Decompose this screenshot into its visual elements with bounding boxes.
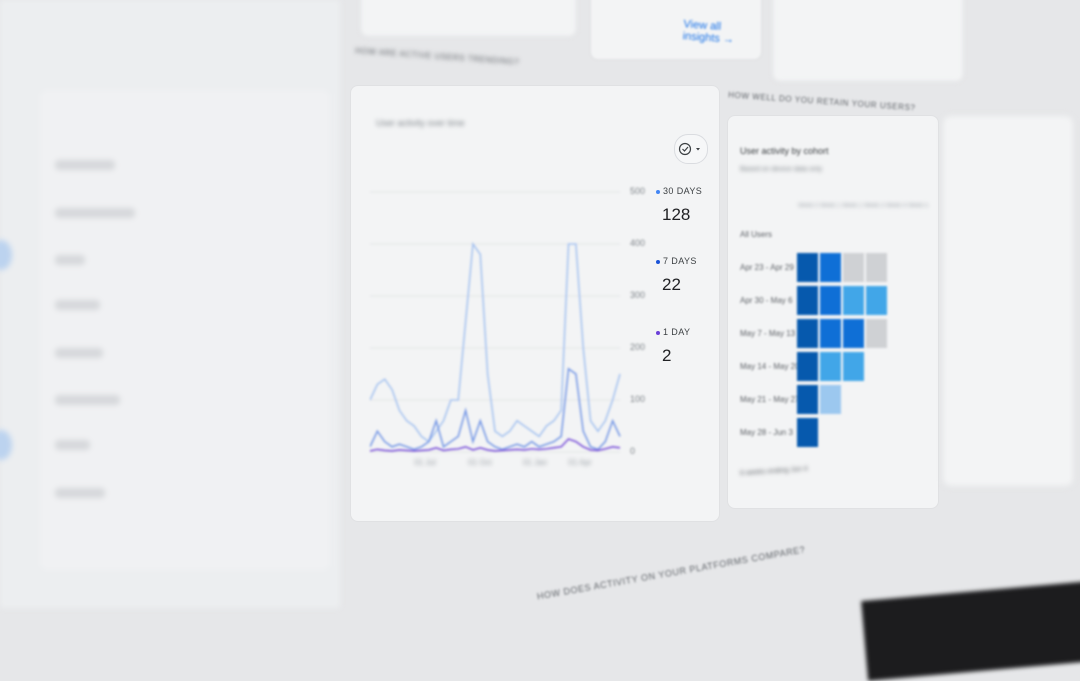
cohort-column-header: Week 1 <box>820 203 841 209</box>
cohort-cell[interactable] <box>843 286 864 315</box>
cohort-row-label: May 14 - May 20 <box>740 362 800 371</box>
cohort-cell[interactable] <box>866 286 887 315</box>
legend-label: 7 DAYS <box>663 256 697 266</box>
cohort-cell[interactable] <box>797 319 818 348</box>
legend-dot <box>656 259 660 264</box>
insight-card: View all insights → <box>590 0 762 60</box>
y-tick: 200 <box>630 342 646 352</box>
cohort-subtitle: Based on device data only <box>740 166 823 173</box>
cohort-cell[interactable] <box>797 385 818 414</box>
cohort-cell[interactable] <box>843 319 864 348</box>
monitor-bezel <box>861 575 1080 681</box>
legend-dot <box>656 330 660 335</box>
list-item[interactable] <box>55 255 85 265</box>
cohort-cell[interactable] <box>820 385 841 414</box>
sidebar-indicator <box>0 240 12 270</box>
cohort-row-label: May 7 - May 13 <box>740 329 796 338</box>
cohort-title: User activity by cohort <box>740 146 829 156</box>
cohort-cell[interactable] <box>820 352 841 381</box>
series-line-7-days <box>370 367 621 451</box>
cohort-column-header: Week 3 <box>864 203 885 209</box>
list-item[interactable] <box>55 348 103 358</box>
sidebar-indicator <box>0 430 12 460</box>
cohort-cell[interactable] <box>866 319 887 348</box>
cohort-cell[interactable] <box>797 286 818 315</box>
series-line-1-day <box>370 438 621 452</box>
y-tick: 0 <box>630 446 636 456</box>
cohort-cell[interactable] <box>797 253 818 282</box>
cohort-column-header: Week 5 <box>908 203 929 209</box>
section-title-platforms: How does activity on your platforms comp… <box>536 544 807 602</box>
insight-card <box>360 0 577 37</box>
legend-value: 22 <box>662 275 681 294</box>
cohort-cell[interactable] <box>843 253 864 282</box>
cohort-row-label: Apr 30 - May 6 <box>740 296 793 305</box>
cohort-cell[interactable] <box>797 418 818 447</box>
check-circle-icon <box>678 142 700 156</box>
all-users-label: All Users <box>740 230 773 239</box>
list-item[interactable] <box>55 208 135 218</box>
cohort-cell[interactable] <box>820 286 841 315</box>
list-item[interactable] <box>55 440 90 450</box>
sidebar <box>0 0 340 608</box>
section-title-trending: How are active users trending? <box>354 46 520 67</box>
x-tick: 01 Jul <box>414 458 436 467</box>
cohort-column-header: Week 0 <box>798 203 819 209</box>
chevron-down-icon <box>696 148 700 151</box>
cohort-cell[interactable] <box>820 319 841 348</box>
cohort-column-header: Week 2 <box>842 203 863 209</box>
view-all-insights-link[interactable]: View all insights → <box>682 18 735 46</box>
y-tick: 300 <box>630 290 646 300</box>
cohort-cell[interactable] <box>797 352 818 381</box>
x-tick: 01 Jan <box>522 458 548 467</box>
y-tick: 400 <box>630 238 646 248</box>
insight-card <box>772 0 964 82</box>
legend-item-1: 7 DAYS <box>656 256 697 266</box>
y-tick: 500 <box>630 186 646 196</box>
list-item[interactable] <box>55 160 115 170</box>
cohort-cell[interactable] <box>820 253 841 282</box>
legend-value: 128 <box>662 205 691 224</box>
cohort-column-header: Week 4 <box>886 203 907 209</box>
cohort-row-label: May 28 - Jun 3 <box>740 428 793 437</box>
cohort-row-label: Apr 23 - Apr 29 <box>740 263 794 272</box>
legend-item-2: 1 DAY <box>656 327 690 337</box>
legend-item-0: 30 DAYS <box>656 186 702 196</box>
card-title: User activity over time <box>376 118 465 128</box>
x-tick: 01 Apr <box>568 458 592 467</box>
legend-value: 2 <box>662 346 672 365</box>
list-item[interactable] <box>55 300 100 310</box>
side-card <box>942 115 1074 487</box>
y-tick: 100 <box>630 394 646 404</box>
x-tick: 01 Oct <box>468 458 492 467</box>
list-item[interactable] <box>55 395 120 405</box>
cohort-cell[interactable] <box>866 253 887 282</box>
cohort-row-label: May 21 - May 27 <box>740 395 800 404</box>
legend-label: 30 DAYS <box>663 186 703 196</box>
cohort-cell[interactable] <box>843 352 864 381</box>
activity-chart <box>370 191 621 453</box>
section-title-retention: How well do you retain your users? <box>727 90 916 113</box>
legend-dot <box>656 189 660 194</box>
list-item[interactable] <box>55 488 105 498</box>
legend-label: 1 DAY <box>663 327 691 337</box>
compare-button[interactable] <box>674 134 708 164</box>
series-line-30-days <box>370 241 621 443</box>
